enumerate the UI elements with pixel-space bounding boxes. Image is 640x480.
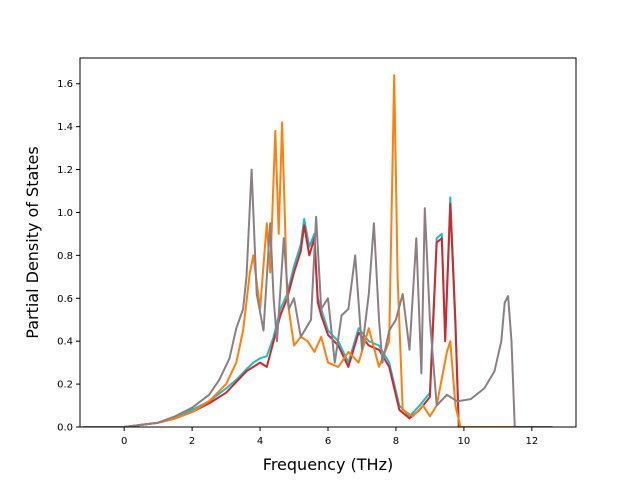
y-tick-label: 0.4: [57, 337, 73, 348]
y-tick-label: 1.4: [57, 122, 73, 133]
series-line-3: [83, 74, 553, 427]
x-tick-label: 10: [458, 436, 471, 447]
x-tick-label: 6: [325, 436, 331, 447]
x-tick-label: 12: [525, 436, 538, 447]
y-tick-label: 0.6: [57, 294, 73, 305]
y-tick-label: 0.8: [57, 251, 73, 262]
x-axis: 0 2 4 6 8 10 12: [121, 427, 538, 447]
series-line-4: [83, 168, 553, 427]
y-tick-label: 1.0: [57, 208, 73, 219]
x-tick-label: 8: [393, 436, 399, 447]
y-tick-label: 0.0: [57, 423, 73, 434]
x-tick-label: 0: [121, 436, 127, 447]
y-tick-label: 0.2: [57, 380, 73, 391]
series-layer: [83, 74, 553, 427]
y-tick-label: 1.6: [57, 79, 73, 90]
x-tick-label: 2: [189, 436, 195, 447]
x-axis-label: Frequency (THz): [263, 455, 393, 474]
x-tick-label: 4: [257, 436, 263, 447]
y-axis-label: Partial Density of States: [23, 146, 42, 338]
y-axis: 0.0 0.2 0.4 0.6 0.8 1.0 1.2 1.4 1.6: [57, 79, 80, 434]
y-tick-label: 1.2: [57, 165, 73, 176]
